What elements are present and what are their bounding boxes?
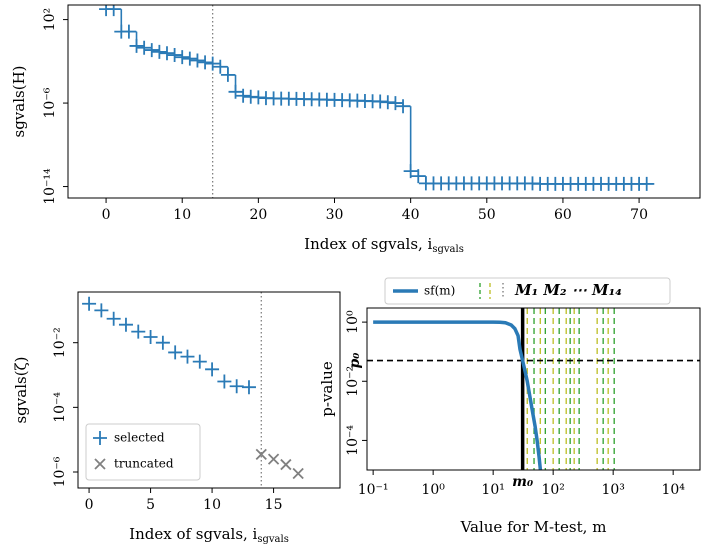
y-tick-label: 10⁰ <box>345 310 361 334</box>
marker <box>403 164 418 179</box>
y-axis-label: p-value <box>318 361 336 417</box>
p0-label: p₀ <box>347 353 363 369</box>
y-tick-label: 10⁻² <box>52 327 68 358</box>
marker <box>94 303 109 318</box>
x-tick-label: 10⁻¹ <box>358 482 389 498</box>
legend-label: sf(m) <box>424 284 455 298</box>
x-axis-label: Index of sgvals, isgvals <box>129 525 289 545</box>
legend: sf(m) M₁ M₂ ⋯ M₁₄ <box>384 277 671 305</box>
y-axis-label: sgvals(H) <box>10 66 28 138</box>
marker <box>236 88 251 103</box>
x-tick-label: 0 <box>102 207 111 223</box>
marker <box>255 448 267 461</box>
y-tick-label: 10⁻⁶ <box>52 456 68 487</box>
marker <box>217 374 232 389</box>
marker <box>639 176 654 191</box>
marker <box>267 453 280 465</box>
marker <box>205 56 220 71</box>
axes-frame <box>67 4 701 199</box>
y-tick-label: 10⁻⁴ <box>52 392 68 423</box>
x-tick-label: 20 <box>249 207 267 223</box>
x-tick-label: 10 <box>173 207 191 223</box>
marker <box>118 317 133 332</box>
legend-marker <box>94 458 106 470</box>
marker <box>167 48 182 63</box>
marker <box>159 46 174 61</box>
marker <box>292 467 304 480</box>
legend: selected truncated <box>85 423 201 481</box>
marker <box>213 59 228 74</box>
marker <box>190 53 205 68</box>
marker <box>155 335 170 350</box>
legend-label: selected <box>114 431 165 445</box>
marker <box>180 349 195 364</box>
y-tick-label: 10⁻⁶ <box>42 87 58 118</box>
x-tick-label: 10³ <box>601 482 624 498</box>
x-tick-label: 40 <box>402 207 420 223</box>
x-tick-label: 30 <box>326 207 344 223</box>
legend-marker <box>93 431 107 445</box>
legend-label: M₁ M₂ ⋯ M₁₄ <box>514 281 622 299</box>
marker <box>129 38 144 53</box>
x-tick-label: 50 <box>478 207 496 223</box>
marker <box>82 296 97 311</box>
x-tick-label: 5 <box>146 497 155 513</box>
y-tick-label: 10⁻² <box>345 366 361 397</box>
plot-area <box>99 5 655 198</box>
x-tick-label: 70 <box>630 207 648 223</box>
x-axis-label-text: Value for M-test, m <box>460 518 607 536</box>
x-tick-label: 10¹ <box>481 482 504 498</box>
x-tick-label: 10⁴ <box>661 482 685 498</box>
plot-area <box>82 292 304 488</box>
x-tick-label: 10 <box>203 497 221 513</box>
x-tick-label: 15 <box>265 497 283 513</box>
y-axis-label: sgvals(ζ) <box>12 356 30 423</box>
axes-frame <box>366 307 701 471</box>
x-axis-label-text: Index of sgvals, i <box>304 235 432 253</box>
x-tick-label: 60 <box>554 207 572 223</box>
marker <box>241 380 256 395</box>
y-tick-label: 10⁻¹⁴ <box>42 168 58 205</box>
marker <box>106 5 121 17</box>
marker <box>152 44 167 59</box>
marker <box>175 50 190 65</box>
legend-box <box>85 423 201 481</box>
marker <box>168 345 183 360</box>
sf-line <box>373 320 543 470</box>
legend-box <box>384 277 671 305</box>
legend-label: truncated <box>114 457 174 471</box>
marker <box>388 96 403 111</box>
marker <box>137 40 152 55</box>
x-axis-label: Value for M-test, m <box>460 518 607 536</box>
marker <box>131 324 146 339</box>
marker <box>121 24 136 39</box>
marker <box>396 99 411 114</box>
x-axis-label-text: Index of sgvals, i <box>129 525 257 543</box>
x-axis-label-subscript: sgvals <box>257 534 288 545</box>
marker <box>144 43 159 58</box>
x-axis-label: Index of sgvals, isgvals <box>304 235 464 255</box>
marker <box>411 169 426 184</box>
plot-area <box>367 308 700 470</box>
marker <box>220 67 235 82</box>
marker <box>182 51 197 66</box>
x-tick-label: 10⁰ <box>421 482 445 498</box>
x-tick-label: 0 <box>85 497 94 513</box>
y-tick-label: 10⁻⁴ <box>345 425 361 456</box>
m0-label: m₀ <box>512 474 533 490</box>
marker <box>228 84 243 99</box>
marker <box>106 311 121 326</box>
marker <box>229 379 244 394</box>
x-tick-label: 10² <box>541 482 564 498</box>
marker <box>205 362 220 377</box>
y-tick-label: 10² <box>42 8 58 31</box>
marker <box>198 55 213 70</box>
marker <box>143 330 158 345</box>
axes-frame <box>77 291 341 489</box>
x-axis-label-subscript: sgvals <box>432 244 463 255</box>
marker <box>192 354 207 369</box>
marker <box>280 458 292 471</box>
